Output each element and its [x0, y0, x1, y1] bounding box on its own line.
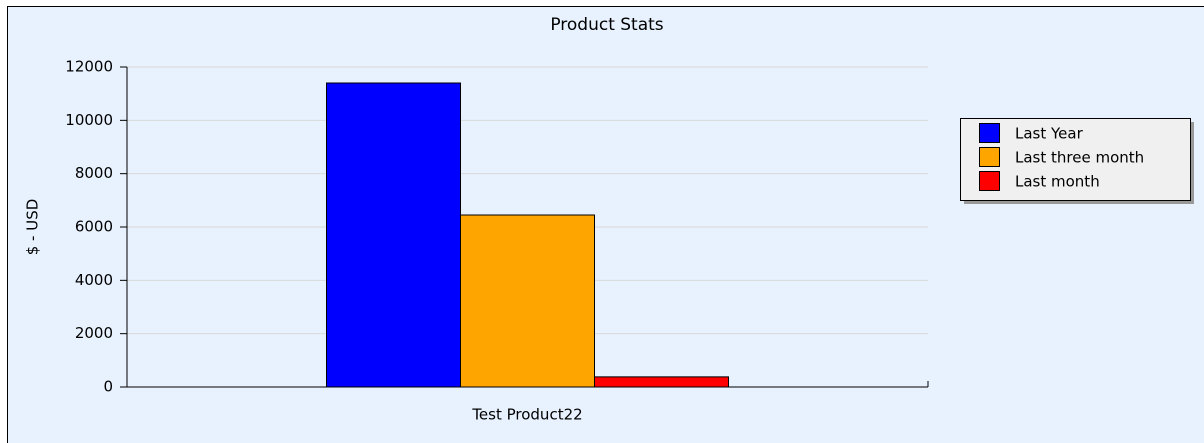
- x-tick-label: Test Product22: [471, 406, 582, 424]
- chart-title: Product Stats: [550, 15, 663, 35]
- bar: [460, 214, 595, 388]
- legend-swatch: [979, 147, 1000, 167]
- y-tick-label: 10000: [65, 111, 113, 129]
- legend-label: Last Year: [1015, 125, 1084, 143]
- legend-swatch: [979, 171, 1000, 191]
- y-axis-label: $ - USD: [24, 199, 42, 256]
- y-tick-label: 6000: [75, 218, 113, 236]
- bar: [594, 376, 729, 388]
- y-tick-label: 12000: [65, 58, 113, 76]
- chart-frame: [7, 6, 1204, 443]
- y-tick-label: 4000: [75, 271, 113, 289]
- bar: [326, 82, 461, 388]
- y-tick-label: 0: [103, 378, 113, 396]
- y-tick-label: 2000: [75, 324, 113, 342]
- legend-label: Last month: [1015, 173, 1100, 191]
- legend-label: Last three month: [1015, 149, 1144, 167]
- legend-swatch: [979, 123, 1000, 143]
- y-tick-label: 8000: [75, 164, 113, 182]
